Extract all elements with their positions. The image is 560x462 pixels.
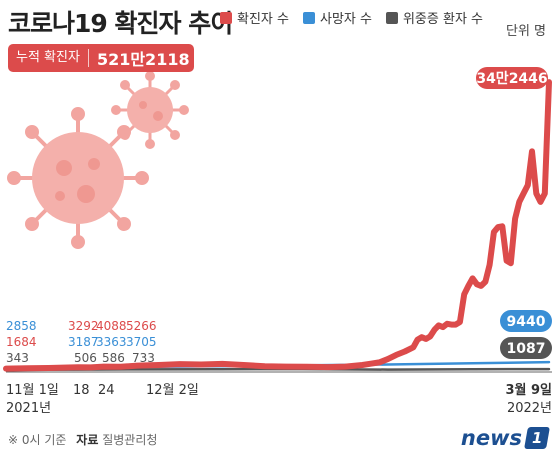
legend-label-critical: 위중증 환자 수 [402,12,483,27]
unit-label: 단위 명 [505,24,546,39]
label-cases-3: 5266 [126,319,157,333]
x-tick-year-4: 2022년 [507,401,552,416]
x-tick-year-0: 2021년 [6,401,51,416]
label-critical-2: 586 [102,351,125,365]
label-layer: 2858 1684 343 3292 3187 506 4088 3363 586 5266 370… [6,67,552,365]
legend-swatch-cases [220,11,232,24]
label-cases-end: 34만2446 [476,71,547,87]
x-tick-label-4: 3월 9일 [505,382,552,398]
footer-source: 질병관리청 [102,433,158,447]
legend-swatch-deaths [302,11,315,24]
series-line-0 [3,79,552,372]
chart-title: 코로나19 확진자 추이 [8,9,233,38]
virus-icon-small [111,71,189,149]
footer-source-label: 자료 [76,433,99,447]
label-critical-0: 343 [6,351,29,365]
series-layer [3,79,552,372]
label-critical-end-pill [500,337,552,359]
x-axis-labels: 11월 1일 2021년 18 24 12월 2일 3월 9일 2022년 [6,382,552,416]
label-deaths-end: 9440 [507,314,546,330]
label-cases-1: 3292 [68,319,99,333]
legend-swatch-critical [385,11,398,24]
cumulative-value: 521만2118 [96,50,190,69]
label-critical-1: 506 [74,351,97,365]
virus-icon-large [7,107,149,249]
x-tick-label-2: 24 [98,383,115,398]
footer-note: ※ 0시 기준 자료 질병관리청 [8,431,157,448]
footer-basis: ※ 0시 기준 [8,433,67,447]
legend-label-cases: 확진자 수 [237,12,289,27]
label-deaths-3: 3705 [126,335,157,349]
label-deaths-0: 2858 [6,319,37,333]
legend-label-deaths: 사망자 수 [319,12,372,27]
legend-item-cases: 확진자 수 [220,8,289,27]
legend: 확진자 수 사망자 수 위중증 환자 수 [220,8,483,27]
x-tick-label-3: 12월 2일 [146,383,199,398]
label-critical-3: 733 [132,351,155,365]
news1-logo: news 1 [460,426,550,450]
label-cases-end-pill [476,67,548,89]
label-deaths-2: 3363 [96,335,127,349]
cumulative-cases-box: 누적 확진자 521만2118 [8,44,194,72]
cumulative-label: 누적 확진자 [8,49,89,67]
label-deaths-1: 3187 [68,335,99,349]
legend-item-critical: 위중증 환자 수 [385,8,483,27]
label-deaths-end-pill [500,310,552,332]
legend-item-deaths: 사망자 수 [302,8,372,27]
x-tick-label-0: 11월 1일 [6,383,59,398]
logo-text: news [460,426,522,450]
label-cases-0: 1684 [6,335,37,349]
label-critical-end: 1087 [507,341,546,357]
label-cases-2: 4088 [96,319,127,333]
logo-mark: 1 [524,427,550,449]
x-tick-label-1: 18 [73,383,90,398]
